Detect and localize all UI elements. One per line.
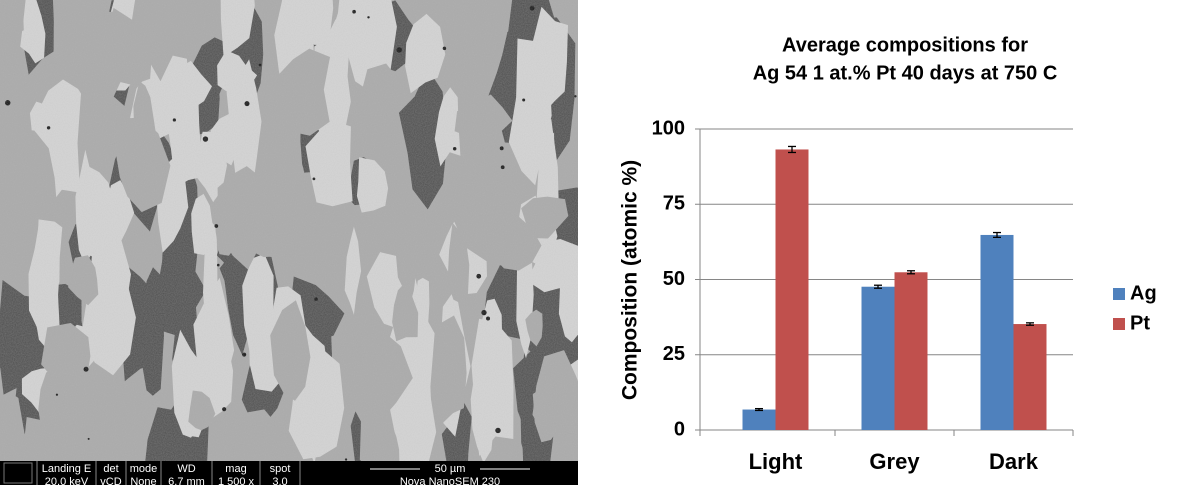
x-tick-label: Light [749, 449, 803, 474]
legend-swatch [1113, 318, 1125, 330]
chart-title: Average compositions for [782, 34, 1028, 56]
info-header: mode [130, 463, 158, 475]
bar [862, 287, 895, 430]
info-header: det [103, 463, 118, 475]
y-tick-label: 75 [663, 193, 685, 215]
bar [1014, 324, 1047, 430]
legend-label: Pt [1130, 312, 1150, 334]
x-tick-label: Dark [989, 449, 1039, 474]
info-value: vCD [100, 476, 121, 485]
info-header: spot [270, 463, 291, 475]
info-value: 3.0 [272, 476, 287, 485]
scale-bar-label: 50 µm [435, 463, 466, 475]
bar-chart: Average compositions for Ag 54 1 at.% Pt… [619, 34, 1157, 474]
y-tick-label: 50 [663, 268, 685, 290]
info-header: WD [177, 463, 195, 475]
info-value: 1 500 x [218, 476, 255, 485]
info-header: Landing E [42, 463, 92, 475]
y-tick-label: 0 [674, 418, 685, 440]
info-value: 6.7 mm [168, 476, 205, 485]
instrument: Nova NanoSEM 230 [400, 476, 500, 485]
y-tick-label: 25 [663, 343, 685, 365]
chart-title: Ag 54 1 at.% Pt 40 days at 750 C [753, 62, 1058, 84]
info-value: None [130, 476, 156, 485]
figure: Landing E20.0 keV detvCD modeNone WD6.7 mm m… [0, 0, 1192, 485]
info-header: mag [225, 463, 246, 475]
y-axis-label: Composition (atomic %) [619, 160, 642, 400]
bar [895, 272, 928, 430]
legend-swatch [1113, 288, 1125, 300]
info-value: 20.0 keV [45, 476, 89, 485]
bar [981, 235, 1014, 430]
bar [743, 410, 776, 430]
legend-label: Ag [1130, 282, 1157, 304]
bar [776, 149, 809, 430]
y-tick-label: 100 [652, 117, 685, 139]
image-grain [0, 0, 578, 461]
x-tick-label: Grey [869, 449, 920, 474]
